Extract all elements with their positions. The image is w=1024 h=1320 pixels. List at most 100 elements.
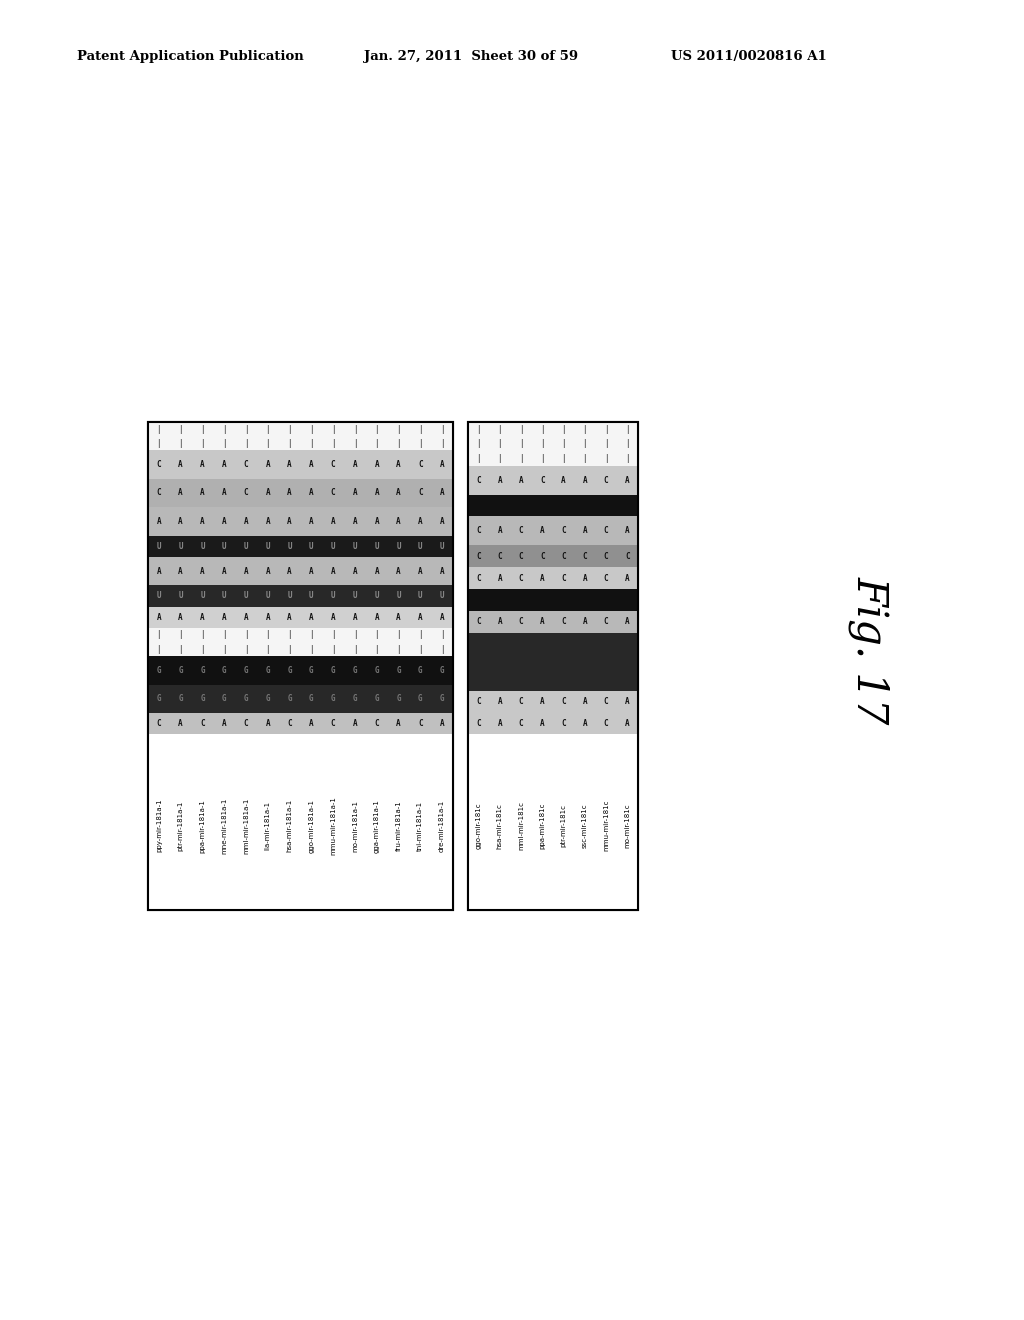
Text: C: C	[540, 552, 545, 561]
Text: C: C	[331, 461, 336, 469]
Bar	[148, 642, 453, 656]
Text: |: |	[244, 438, 249, 447]
Text: A: A	[265, 612, 270, 622]
Bar	[468, 545, 638, 568]
Text: C: C	[561, 719, 566, 727]
Text: C: C	[200, 719, 205, 729]
Text: |: |	[352, 631, 357, 639]
Text: |: |	[244, 631, 249, 639]
Text: G: G	[352, 665, 357, 675]
Text: A: A	[375, 517, 379, 525]
Text: |: |	[265, 644, 270, 653]
Text: |: |	[418, 631, 423, 639]
Text: A: A	[396, 612, 400, 622]
Text: |: |	[396, 425, 400, 433]
Text: C: C	[476, 527, 481, 536]
Text: A: A	[178, 612, 183, 622]
Text: U: U	[157, 591, 161, 601]
Text: A: A	[265, 461, 270, 469]
Text: |: |	[540, 440, 545, 449]
Text: |: |	[540, 425, 545, 434]
Text: |: |	[200, 425, 205, 433]
Bar	[468, 422, 638, 437]
Text: |: |	[331, 631, 336, 639]
Text: A: A	[288, 488, 292, 498]
Text: A: A	[244, 566, 249, 576]
Text: gga-mir-181a-1: gga-mir-181a-1	[374, 799, 380, 853]
Text: A: A	[396, 719, 400, 729]
Text: ssc-mir-181c: ssc-mir-181c	[582, 804, 588, 847]
Text: G: G	[418, 665, 423, 675]
Text: ppy-mir-181a-1: ppy-mir-181a-1	[156, 799, 162, 853]
Text: G: G	[396, 694, 400, 704]
Text: U: U	[288, 591, 292, 601]
Text: A: A	[352, 612, 357, 622]
Text: A: A	[561, 475, 566, 484]
Text: |: |	[331, 644, 336, 653]
Text: Jan. 27, 2011  Sheet 30 of 59: Jan. 27, 2011 Sheet 30 of 59	[364, 50, 578, 63]
Text: A: A	[352, 517, 357, 525]
Text: |: |	[157, 425, 161, 433]
Bar	[148, 585, 453, 607]
Text: A: A	[265, 488, 270, 498]
Text: C: C	[244, 719, 249, 729]
Bar	[468, 495, 638, 516]
Text: G: G	[288, 665, 292, 675]
Text: C: C	[157, 719, 161, 729]
Text: |: |	[476, 440, 481, 449]
Text: ptr-mir-181a-1: ptr-mir-181a-1	[178, 800, 183, 851]
Text: A: A	[265, 719, 270, 729]
Bar	[468, 451, 638, 466]
Text: C: C	[418, 719, 423, 729]
Text: |: |	[157, 438, 161, 447]
Text: |: |	[625, 440, 630, 449]
Text: U: U	[439, 591, 444, 601]
Text: |: |	[178, 438, 183, 447]
Text: A: A	[331, 612, 336, 622]
Text: G: G	[375, 694, 379, 704]
Text: A: A	[352, 719, 357, 729]
Text: |: |	[157, 631, 161, 639]
Text: G: G	[331, 665, 336, 675]
Text: A: A	[583, 618, 587, 626]
Text: A: A	[288, 612, 292, 622]
Text: |: |	[583, 440, 587, 449]
Text: ppa-mir-181a-1: ppa-mir-181a-1	[200, 799, 206, 853]
Text: A: A	[200, 461, 205, 469]
Text: U: U	[200, 541, 205, 550]
Text: |: |	[519, 454, 523, 463]
Bar	[468, 734, 638, 909]
Bar	[148, 685, 453, 713]
Text: G: G	[244, 694, 249, 704]
Text: A: A	[157, 566, 161, 576]
Text: A: A	[418, 612, 423, 622]
Text: G: G	[157, 694, 161, 704]
Text: A: A	[540, 697, 545, 706]
Bar	[148, 422, 453, 909]
Bar	[148, 422, 453, 909]
Text: G: G	[222, 694, 226, 704]
Text: A: A	[352, 566, 357, 576]
Text: C: C	[498, 552, 502, 561]
Bar	[468, 466, 638, 495]
Text: U: U	[309, 541, 313, 550]
Text: |: |	[200, 644, 205, 653]
Text: G: G	[178, 665, 183, 675]
Text: |: |	[604, 425, 608, 434]
Text: hsa-mir-181c: hsa-mir-181c	[497, 803, 503, 849]
Text: U: U	[200, 591, 205, 601]
Text: A: A	[625, 618, 630, 626]
Text: A: A	[222, 719, 226, 729]
Text: C: C	[476, 618, 481, 626]
Text: U: U	[331, 541, 336, 550]
Text: C: C	[604, 719, 608, 727]
Text: |: |	[604, 454, 608, 463]
Text: A: A	[625, 574, 630, 582]
Text: C: C	[476, 697, 481, 706]
Text: A: A	[540, 574, 545, 582]
Bar	[468, 611, 638, 632]
Text: |: |	[352, 438, 357, 447]
Text: A: A	[157, 612, 161, 622]
Text: |: |	[396, 438, 400, 447]
Text: C: C	[519, 552, 523, 561]
